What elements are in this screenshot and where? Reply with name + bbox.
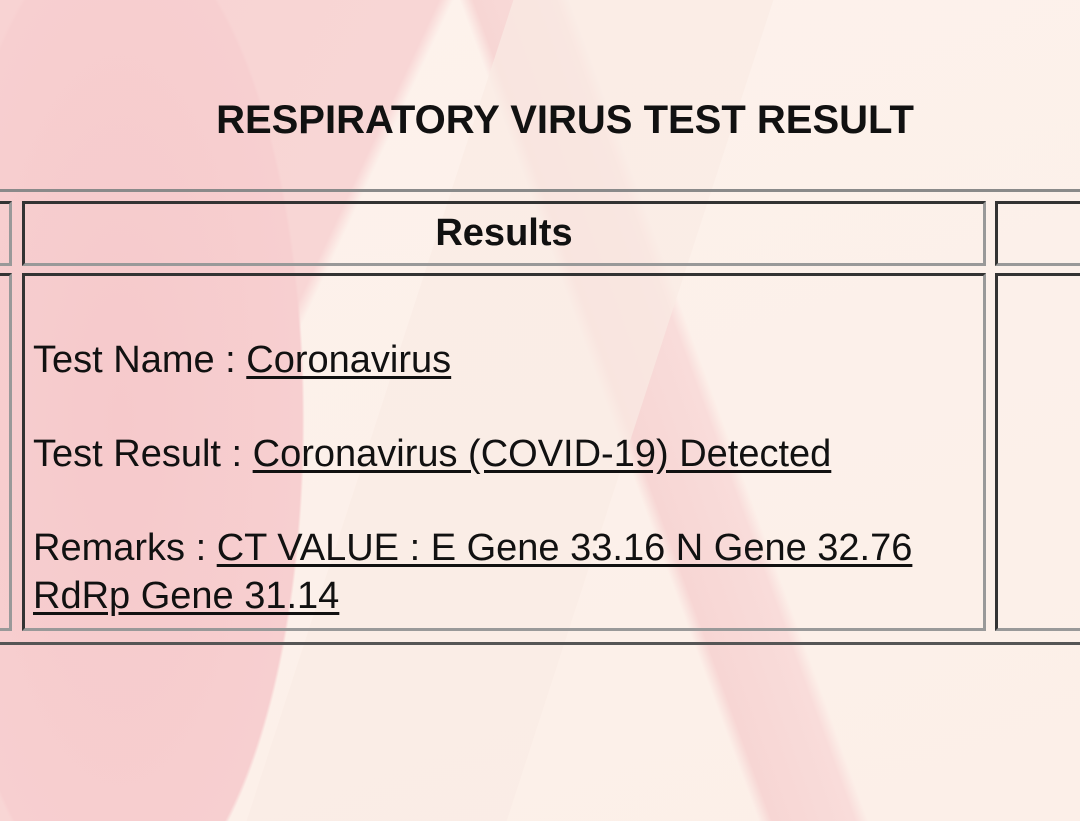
results-header: Results: [22, 201, 986, 266]
results-table: [0, 189, 1080, 645]
left-body-cell: [0, 273, 12, 631]
right-body-cell: [995, 273, 1080, 631]
test-result-label: Test Result :: [33, 433, 253, 475]
test-result-row: Test Result : Coronavirus (COVID-19) Det…: [33, 430, 983, 478]
remarks-row: Remarks : CT VALUE : E Gene 33.16 N Gene…: [33, 524, 953, 620]
test-name-row: Test Name : Coronavirus: [33, 336, 983, 384]
remarks-label: Remarks :: [33, 527, 217, 569]
left-header-cell: [0, 201, 12, 266]
test-name-label: Test Name :: [33, 339, 247, 381]
test-result-value: Coronavirus (COVID-19) Detected: [252, 433, 832, 475]
remarks-value: CT VALUE : E Gene 33.16 N Gene 32.76 RdR…: [33, 527, 913, 617]
right-header-cell: [995, 201, 1080, 266]
test-name-value: Coronavirus: [246, 339, 452, 381]
page-title: RESPIRATORY VIRUS TEST RESULT: [216, 98, 914, 142]
results-body: Test Name : Coronavirus Test Result : Co…: [22, 273, 986, 631]
